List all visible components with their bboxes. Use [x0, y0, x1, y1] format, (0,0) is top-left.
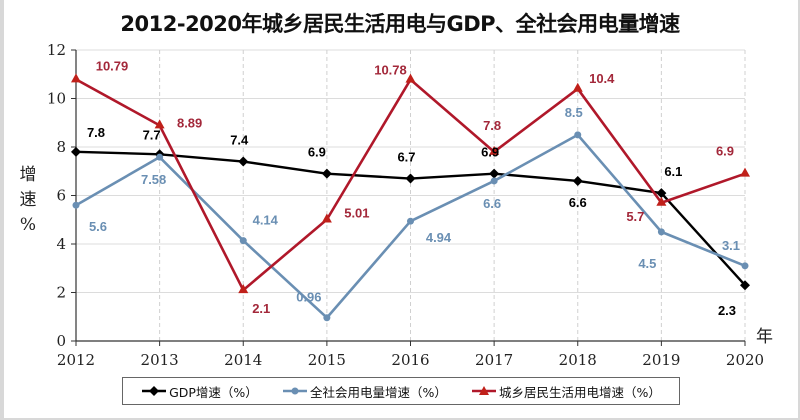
y-tick-label: 4 — [56, 235, 66, 253]
data-label: 10.78 — [374, 63, 407, 78]
data-point-diamond — [321, 168, 332, 179]
data-point-triangle — [71, 73, 81, 83]
data-label: 6.6 — [483, 196, 501, 211]
y-axis-label: 增速% — [20, 165, 37, 235]
x-tick-label: 2015 — [308, 351, 346, 369]
data-point-triangle — [572, 82, 583, 92]
data-label: 6.1 — [664, 164, 682, 179]
data-label: 2.3 — [718, 303, 736, 318]
data-point-triangle — [656, 196, 667, 206]
x-tick-label: 2020 — [726, 351, 764, 369]
x-tick-label: 2018 — [559, 351, 597, 369]
data-point-circle — [323, 314, 331, 322]
data-label: 0.96 — [296, 290, 321, 305]
data-label: 8.5 — [565, 105, 583, 120]
series-lines — [71, 73, 750, 322]
grid — [76, 49, 746, 341]
data-label: 6.9 — [716, 144, 734, 159]
y-tick-label: 6 — [56, 187, 66, 205]
data-point-triangle — [405, 73, 416, 83]
legend-label: 全社会用电量增速（%） — [309, 384, 447, 400]
y-axis-label-char: 速 — [20, 190, 37, 210]
data-label: 5.6 — [89, 219, 107, 234]
axes — [71, 49, 746, 346]
legend-item-total-electricity[interactable]: 全社会用电量增速（%） — [282, 382, 447, 401]
data-label: 4.94 — [426, 230, 452, 245]
y-axis-label-char: 增 — [20, 165, 37, 185]
y-tick-label: 10 — [47, 90, 66, 108]
data-label: 10.4 — [589, 71, 615, 86]
data-point-triangle — [238, 284, 249, 294]
data-label: 2.1 — [252, 301, 270, 316]
legend-marker-diamond-icon — [142, 386, 167, 396]
data-point-triangle — [489, 145, 500, 155]
x-tick-labels: 2012 2013 2014 2015 2016 2017 2018 2019 2020 — [57, 351, 764, 369]
legend-marker-circle-icon — [282, 387, 307, 395]
y-tick-label: 12 — [47, 41, 66, 59]
data-label: 7.7 — [143, 127, 161, 142]
x-tick-label: 2012 — [57, 351, 95, 369]
data-point-circle — [657, 228, 665, 236]
data-point-diamond — [740, 280, 750, 291]
y-tick-label: 8 — [56, 138, 66, 156]
data-label: 4.5 — [638, 256, 656, 271]
x-tick-label: 2019 — [642, 351, 680, 369]
x-tick-label: 2013 — [141, 351, 179, 369]
legend: GDP增速（%） 全社会用电量增速（%） 城乡居民生活用电增速（%） — [122, 377, 680, 405]
data-point-circle — [741, 262, 749, 270]
data-point-diamond — [238, 156, 249, 167]
legend-item-residential-electricity[interactable]: 城乡居民生活用电增速（%） — [471, 382, 661, 401]
data-label: 7.58 — [141, 172, 166, 187]
data-point-diamond — [572, 175, 583, 186]
legend-item-gdp[interactable]: GDP增速（%） — [141, 382, 258, 401]
legend-marker-triangle-icon — [472, 386, 497, 395]
data-point-circle — [407, 217, 414, 225]
data-point-triangle — [154, 119, 165, 129]
data-point-circle — [239, 237, 247, 245]
data-point-circle — [490, 177, 498, 185]
x-tick-label: 2016 — [391, 351, 429, 369]
data-label: 8.89 — [177, 115, 202, 130]
data-label: 5.01 — [344, 206, 369, 221]
x-tick-label: 2014 — [224, 351, 262, 369]
y-tick-labels: 0 2 4 6 8 10 12 — [47, 41, 66, 350]
y-axis-label-char: % — [20, 215, 36, 235]
data-label: 7.8 — [483, 118, 501, 133]
data-point-triangle — [321, 213, 332, 223]
data-point-diamond — [71, 146, 81, 157]
data-point-diamond — [405, 173, 416, 184]
x-tick-label: 2017 — [475, 351, 513, 369]
legend-label: GDP增速（%） — [169, 384, 258, 400]
data-label: 5.7 — [626, 209, 644, 224]
data-point-circle — [72, 201, 80, 209]
data-label: 10.79 — [96, 58, 129, 73]
y-tick-label: 0 — [56, 332, 66, 350]
y-tick-label: 2 — [56, 284, 66, 302]
data-point-circle — [156, 153, 164, 161]
data-label: 7.4 — [230, 133, 249, 148]
data-label: 6.9 — [308, 145, 326, 160]
data-point-triangle — [740, 167, 750, 177]
data-label: 7.8 — [87, 125, 105, 140]
data-point-diamond — [656, 188, 667, 199]
data-label: 4.14 — [253, 213, 279, 228]
chart-title: 2012-2020年城乡居民生活用电与GDP、全社会用电量增速 — [120, 12, 680, 36]
data-label: 6.9 — [481, 145, 499, 160]
data-labels: 7.8 7.7 7.4 6.9 6.7 6.9 6.6 6.1 2.3 5.6 7.58 4.14 0.… — [87, 58, 740, 318]
data-label: 3.1 — [722, 238, 740, 253]
x-axis-label: 年 — [756, 327, 773, 347]
data-point-circle — [574, 131, 582, 139]
data-point-diamond — [489, 168, 500, 179]
data-label: 6.6 — [569, 195, 587, 210]
legend-label: 城乡居民生活用电增速（%） — [499, 384, 661, 400]
data-label: 6.7 — [397, 150, 415, 165]
